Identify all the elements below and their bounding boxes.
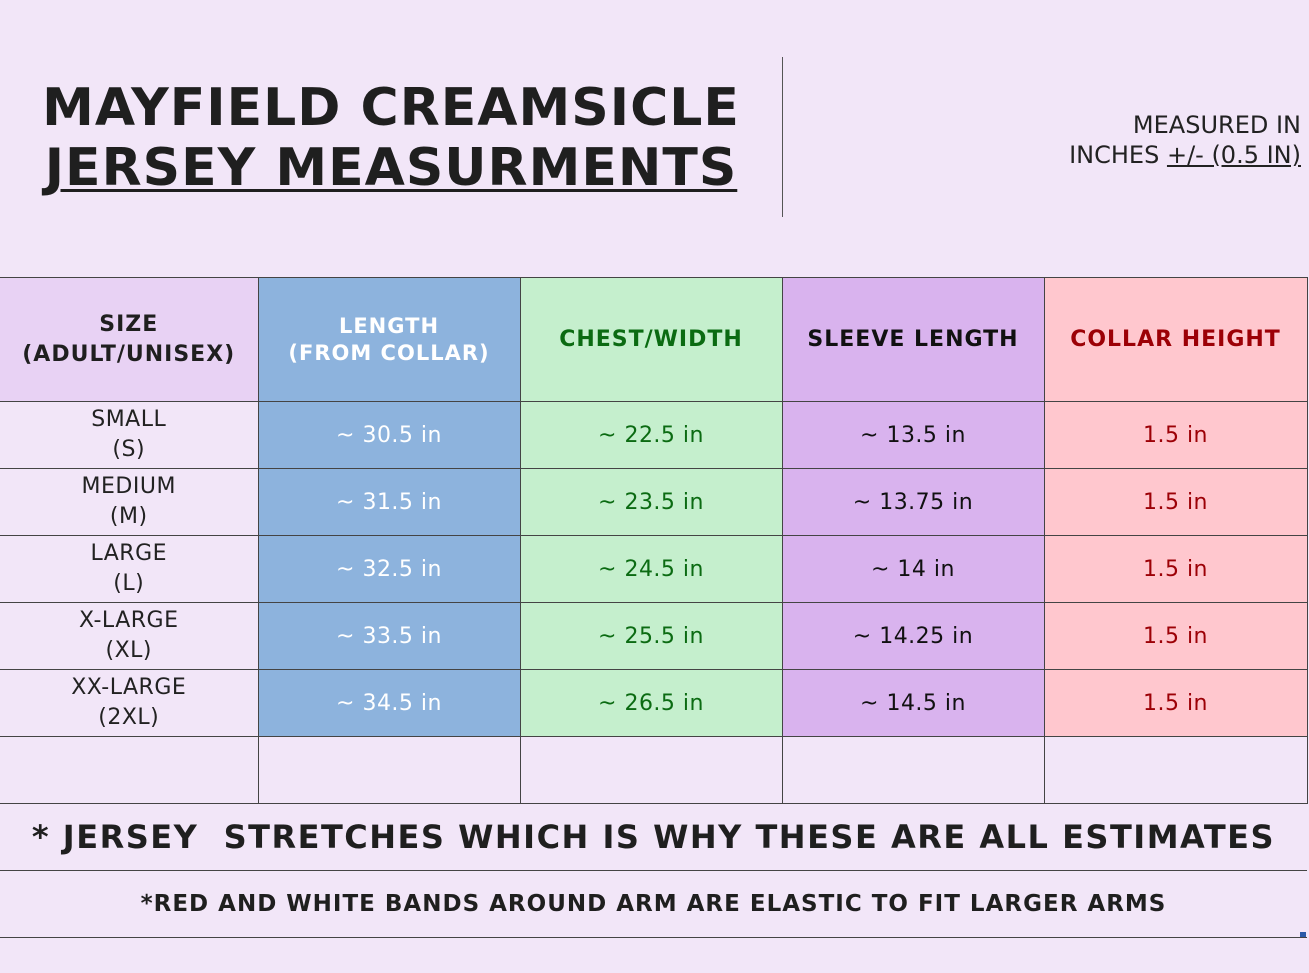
empty-cell bbox=[781, 736, 1045, 804]
empty-cell bbox=[0, 736, 259, 804]
size-chart-table: SIZE (ADULT/UNISEX) LENGTH (FROM COLLAR)… bbox=[0, 277, 1308, 938]
header-chest-width: CHEST/WIDTH bbox=[519, 277, 783, 402]
table-header-row: SIZE (ADULT/UNISEX) LENGTH (FROM COLLAR)… bbox=[0, 277, 1308, 402]
header-collar-height: COLLAR HEIGHT bbox=[1043, 277, 1308, 402]
page-title: MAYFIELD CREAMSICLE JERSEY MEASURMENTS bbox=[36, 78, 746, 198]
collar-cell: 1.5 in bbox=[1043, 602, 1308, 670]
size-cell: MEDIUM (M) bbox=[0, 468, 259, 536]
size-cell: X-LARGE (XL) bbox=[0, 602, 259, 670]
title-line-1: MAYFIELD CREAMSICLE bbox=[42, 78, 740, 138]
chest-cell: ~ 23.5 in bbox=[519, 468, 783, 536]
measurement-unit: INCHES bbox=[1069, 141, 1167, 169]
collar-cell: 1.5 in bbox=[1043, 535, 1308, 603]
stretch-note: * JERSEY STRETCHES WHICH IS WHY THESE AR… bbox=[0, 803, 1307, 871]
empty-cell bbox=[257, 736, 521, 804]
table-row: X-LARGE (XL) ~ 33.5 in ~ 25.5 in ~ 14.25… bbox=[0, 602, 1308, 670]
chest-cell: ~ 22.5 in bbox=[519, 401, 783, 469]
empty-row bbox=[0, 736, 1308, 804]
length-cell: ~ 33.5 in bbox=[257, 602, 521, 670]
measurement-note-line-2: INCHES +/- (0.5 IN) bbox=[1069, 140, 1301, 170]
size-cell: LARGE (L) bbox=[0, 535, 259, 603]
header-sleeve-length: SLEEVE LENGTH bbox=[781, 277, 1045, 402]
length-cell: ~ 32.5 in bbox=[257, 535, 521, 603]
chest-cell: ~ 25.5 in bbox=[519, 602, 783, 670]
chest-cell: ~ 26.5 in bbox=[519, 669, 783, 737]
sleeve-cell: ~ 13.75 in bbox=[781, 468, 1045, 536]
chest-cell: ~ 24.5 in bbox=[519, 535, 783, 603]
empty-cell bbox=[1043, 736, 1308, 804]
table-row: MEDIUM (M) ~ 31.5 in ~ 23.5 in ~ 13.75 i… bbox=[0, 468, 1308, 536]
size-cell: SMALL (S) bbox=[0, 401, 259, 469]
length-cell: ~ 30.5 in bbox=[257, 401, 521, 469]
title-line-2: JERSEY MEASURMENTS bbox=[44, 138, 738, 198]
sleeve-cell: ~ 14 in bbox=[781, 535, 1045, 603]
size-cell: XX-LARGE (2XL) bbox=[0, 669, 259, 737]
resize-handle-icon bbox=[1300, 932, 1306, 937]
measurement-tolerance: +/- (0.5 IN) bbox=[1166, 141, 1301, 169]
bands-note: *RED AND WHITE BANDS AROUND ARM ARE ELAS… bbox=[0, 870, 1307, 938]
header-length: LENGTH (FROM COLLAR) bbox=[257, 277, 521, 402]
measurement-note: MEASURED IN INCHES +/- (0.5 IN) bbox=[1069, 110, 1301, 170]
table-row: LARGE (L) ~ 32.5 in ~ 24.5 in ~ 14 in 1.… bbox=[0, 535, 1308, 603]
collar-cell: 1.5 in bbox=[1043, 401, 1308, 469]
stretch-note-row: * JERSEY STRETCHES WHICH IS WHY THESE AR… bbox=[0, 803, 1307, 871]
vertical-divider bbox=[782, 57, 783, 217]
empty-cell bbox=[519, 736, 783, 804]
sleeve-cell: ~ 14.25 in bbox=[781, 602, 1045, 670]
sleeve-cell: ~ 13.5 in bbox=[781, 401, 1045, 469]
length-cell: ~ 31.5 in bbox=[257, 468, 521, 536]
sleeve-cell: ~ 14.5 in bbox=[781, 669, 1045, 737]
header-size: SIZE (ADULT/UNISEX) bbox=[0, 277, 259, 402]
bands-note-row: *RED AND WHITE BANDS AROUND ARM ARE ELAS… bbox=[0, 870, 1307, 938]
table-row: XX-LARGE (2XL) ~ 34.5 in ~ 26.5 in ~ 14.… bbox=[0, 669, 1308, 737]
collar-cell: 1.5 in bbox=[1043, 468, 1308, 536]
table-row: SMALL (S) ~ 30.5 in ~ 22.5 in ~ 13.5 in … bbox=[0, 401, 1308, 469]
collar-cell: 1.5 in bbox=[1043, 669, 1308, 737]
length-cell: ~ 34.5 in bbox=[257, 669, 521, 737]
measurement-note-line-1: MEASURED IN bbox=[1132, 111, 1301, 139]
